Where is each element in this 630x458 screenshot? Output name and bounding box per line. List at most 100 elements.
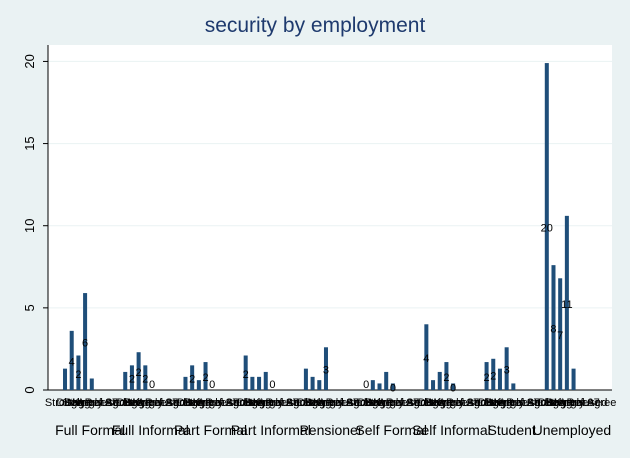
x-subcategory-label: Agree [499, 397, 528, 409]
x-subcategory-label: Refused [566, 397, 607, 409]
bar [83, 293, 88, 390]
x-subcategory-label: Agree [318, 397, 347, 409]
x-subcategory-label: Refused [265, 397, 306, 409]
bar [484, 362, 489, 390]
data-label: 2 [484, 372, 490, 384]
data-label: 0 [363, 379, 369, 391]
x-subcategory-label: Disagree [297, 397, 341, 409]
data-label: 20 [541, 223, 553, 235]
x-subcategory-label: Refused [506, 397, 547, 409]
x-subcategory-label: DK [185, 397, 201, 409]
x-subcategory-label: Disagree [478, 397, 522, 409]
x-group-label: Part Formal [174, 422, 247, 438]
bar [243, 355, 248, 390]
y-tick-label: 10 [22, 218, 37, 232]
x-subcategory-label: 97 [467, 397, 479, 409]
x-group-label: Full Formal [55, 422, 125, 438]
data-label: 11 [561, 299, 572, 311]
bar [377, 383, 382, 390]
x-subcategory-label: Refused [386, 397, 427, 409]
bar [310, 376, 315, 390]
data-label: 4 [69, 356, 75, 368]
x-subcategory-label: 97 [407, 397, 419, 409]
bar [497, 368, 502, 390]
data-label: 2 [443, 372, 449, 384]
bar [89, 378, 94, 390]
x-subcategory-label: Refused [145, 397, 186, 409]
data-label: 4 [423, 353, 429, 365]
x-subcategory-label: Agree [378, 397, 407, 409]
bar [63, 368, 68, 390]
data-label: 2 [136, 367, 142, 379]
bar [183, 376, 188, 390]
x-group-label: Self Informal [412, 422, 491, 438]
x-subcategory-label: Strongly Agree [424, 397, 496, 409]
bar [190, 365, 195, 390]
bar [558, 278, 563, 390]
data-label: 2 [202, 372, 208, 384]
x-subcategory-label: Refused [85, 397, 126, 409]
x-subcategory-label: Strongly [406, 397, 447, 409]
bar [143, 365, 148, 390]
x-subcategory-label: 97 [527, 397, 539, 409]
x-group-label: Part Informal [231, 422, 311, 438]
x-subcategory-label: Strongly [45, 397, 86, 409]
x-group-label: Full Informal [112, 422, 189, 438]
x-subcategory-label: Disagree [237, 397, 281, 409]
x-group-label: Unemployed [533, 422, 612, 438]
bar [544, 63, 549, 390]
x-subcategory-label: Disagree [56, 397, 100, 409]
x-subcategory-label: Refused [326, 397, 367, 409]
x-subcategory-label: Strongly [226, 397, 267, 409]
x-subcategory-label: Strongly Agree [364, 397, 436, 409]
x-subcategory-label: DK [486, 397, 502, 409]
x-subcategory-label: Refused [446, 397, 487, 409]
bar [263, 371, 268, 390]
data-label: 0 [149, 379, 155, 391]
bar [564, 215, 569, 390]
x-subcategory-label: Strongly [346, 397, 387, 409]
bar [323, 347, 328, 390]
x-subcategory-label: Agree [137, 397, 166, 409]
data-label: 0 [450, 383, 456, 395]
x-subcategory-label: 97 [226, 397, 238, 409]
x-subcategory-label: DK [365, 397, 381, 409]
x-subcategory-label: Neutral [489, 397, 524, 409]
x-subcategory-label: Neutral [67, 397, 102, 409]
bar [431, 380, 436, 390]
x-subcategory-label: Refused [205, 397, 246, 409]
chart-title: security by employment [204, 14, 426, 37]
bar [123, 371, 128, 390]
y-tick-label: 5 [22, 304, 37, 311]
bar [384, 371, 389, 390]
data-label: 2 [490, 370, 496, 382]
x-subcategory-label: 97 [166, 397, 178, 409]
bar [257, 376, 262, 390]
x-subcategory-label: Neutral [188, 397, 223, 409]
bar [203, 362, 208, 390]
bar [370, 380, 375, 390]
x-subcategory-label: Neutral [368, 397, 403, 409]
x-group-label: Pensioner [299, 422, 362, 438]
data-label: 3 [323, 365, 329, 377]
x-subcategory-label: Agree [438, 397, 467, 409]
bar [504, 347, 509, 390]
x-subcategory-label: Strongly [165, 397, 206, 409]
x-subcategory-label: DK [124, 397, 140, 409]
x-subcategory-label: Strongly Agree [303, 397, 375, 409]
data-label: 6 [82, 338, 88, 350]
data-label: 2 [189, 374, 195, 386]
bar [250, 376, 255, 390]
bar [437, 371, 442, 390]
x-subcategory-label: 97 [347, 397, 359, 409]
plot-area [48, 45, 612, 390]
bar [129, 365, 134, 390]
x-subcategory-label: Strongly Agree [62, 397, 134, 409]
x-subcategory-label: Disagree [177, 397, 221, 409]
x-subcategory-label: Strongly Agree [183, 397, 255, 409]
x-subcategory-label: Strongly Agree [243, 397, 315, 409]
bar [76, 355, 81, 390]
bar [303, 368, 308, 390]
